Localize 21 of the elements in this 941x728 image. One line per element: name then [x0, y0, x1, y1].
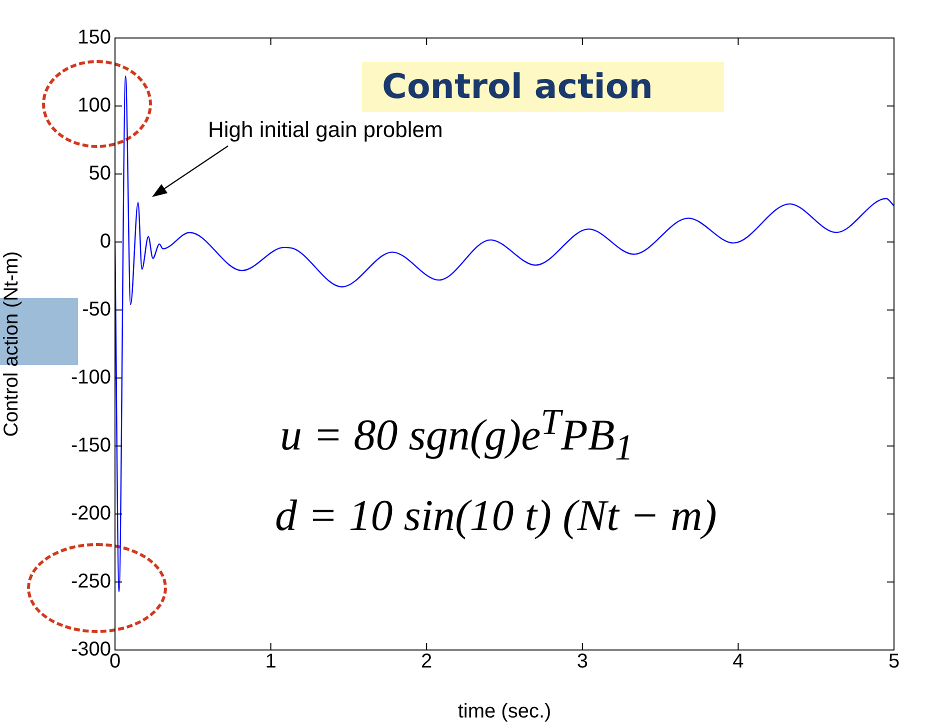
- y-tick-label: -250: [70, 570, 111, 593]
- annotation: d = 10 sin(10 t) (Nt − m): [275, 490, 717, 541]
- x-axis-title: time (sec.): [458, 700, 552, 723]
- y-tick-label: -300: [70, 638, 111, 661]
- y-tick-label: -100: [70, 366, 111, 389]
- y-tick-label: 100: [78, 94, 111, 117]
- y-tick-label: -150: [70, 434, 111, 457]
- annotation: High initial gain problem: [208, 117, 443, 143]
- x-tick-label: 2: [421, 650, 432, 673]
- y-tick-label: 0: [100, 230, 111, 253]
- text: Control action: [362, 62, 724, 112]
- x-tick-label: 4: [732, 650, 744, 673]
- y-tick-label: 50: [88, 162, 111, 185]
- x-tick-label: 3: [576, 650, 588, 673]
- x-tick-label: 1: [265, 650, 276, 673]
- y-axis-title: Control action (Nt-m): [0, 251, 23, 437]
- y-tick-label: -200: [70, 502, 111, 525]
- y-tick-label: 150: [78, 26, 111, 49]
- x-tick-label: 5: [888, 650, 900, 673]
- annotation: u = 80 sgn(g)e$^{T}$PB$_{1}$: [280, 400, 634, 468]
- y-tick-label: -50: [82, 298, 111, 321]
